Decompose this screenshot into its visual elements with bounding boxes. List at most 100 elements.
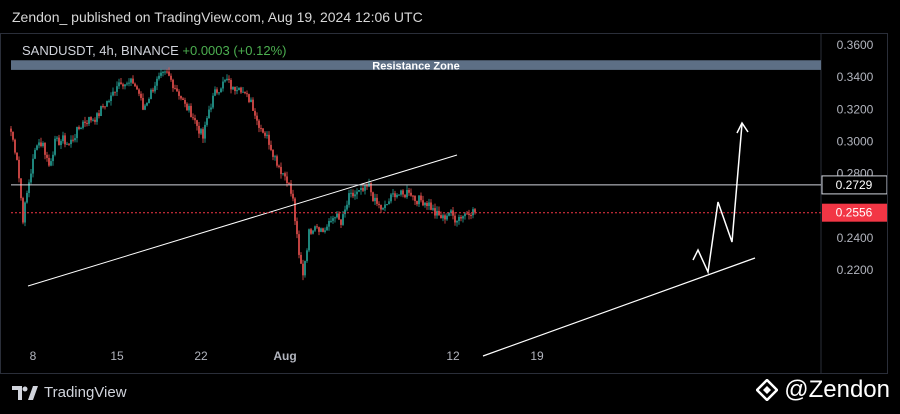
candle-body [160,72,162,76]
candle-body [150,89,152,99]
candle-body [344,209,346,215]
candle-body [428,202,430,206]
candle-body [298,234,300,255]
candle-body [262,128,264,133]
candle-body [346,204,348,210]
candle-body [132,78,134,84]
tradingview-footer: TradingView [12,384,127,401]
candle-body [148,98,150,103]
x-tick-label: 8 [30,349,37,363]
candle-body [200,129,202,134]
candle-body [166,71,168,73]
candle-body [240,87,242,93]
candle-body [408,189,410,193]
candle-body [38,142,40,146]
candle-body [362,187,364,191]
candle-body [242,91,244,93]
candle-body [300,254,302,264]
candle-body [312,230,314,234]
candle-body [122,84,124,87]
candle-body [54,138,56,155]
candle-body [338,213,340,220]
candle-body [270,144,272,150]
y-tick-label: 0.3400 [837,70,874,84]
candle-body [228,78,230,80]
candle-body [412,195,414,197]
y-tick-label: 0.3000 [837,134,874,148]
candle-body [74,138,76,141]
candle-body [224,80,226,82]
candle-body [84,121,86,123]
candle-body [190,105,192,118]
candle-body [330,220,332,222]
candle-body [446,215,448,220]
candle-body [380,204,382,210]
candle-body [94,119,96,122]
symbol-name: SANDUSDT, 4h, BINANCE [22,43,179,58]
candle-body [340,219,342,225]
candle-body [204,124,206,139]
candle-body [176,88,178,92]
candle-body [290,183,292,194]
candle-body [192,117,194,119]
candle-body [174,88,176,90]
trendline-support [482,257,756,357]
candle-body [244,91,246,94]
candle-body [144,105,146,110]
candle-body [454,215,456,223]
candle-body [80,127,82,130]
price-change: +0.0003 (+0.12%) [182,43,287,58]
candle-body [268,134,270,145]
candle-body [220,88,222,93]
symbol-info: SANDUSDT, 4h, BINANCE +0.0003 (+0.12%) [22,43,286,58]
candle-body [424,202,426,206]
candle-body [120,82,122,85]
candle-body [216,89,218,93]
candle-body [138,89,140,94]
candle-body [156,78,158,86]
candle-body [318,227,320,232]
y-tick-label: 0.3600 [837,38,874,52]
y-tick-label: 0.2200 [837,263,874,277]
candle-body [52,154,54,162]
candle-body [316,226,318,228]
candle-body [286,176,288,184]
candle-body [256,115,258,121]
candle-body [158,75,160,79]
candle-body [416,200,418,205]
candle-body [420,195,422,201]
candle-body [26,192,28,203]
candle-body [140,93,142,98]
candle-body [198,125,200,134]
chart-area[interactable]: Resistance Zone 0.3600 0.3400 0.3200 0.3000 0… [0,33,888,374]
candle-body [78,127,80,130]
resistance-zone [11,60,821,70]
candle-body [82,121,84,128]
candle-body [62,135,64,142]
candle-body [274,156,276,158]
candle-body [250,99,252,102]
candle-body [180,95,182,99]
candle-body [218,92,220,94]
candle-body [364,184,366,191]
candle-body [350,192,352,194]
candle-body [272,149,274,157]
candle-body [430,202,432,210]
candle-body [22,198,24,223]
candle-body [390,194,392,202]
candle-body [130,78,132,83]
candle-body [360,187,362,191]
candle-body [76,127,78,139]
level-price-badge-bg [821,175,887,195]
projection-arrowhead [736,121,749,134]
candle-body [354,194,356,197]
candle-body [372,192,374,202]
chart-svg[interactable]: Resistance Zone 0.3600 0.3400 0.3200 0.3000 0… [1,34,887,373]
candle-body [308,229,310,251]
candle-body [20,178,22,199]
candle-body [104,106,106,108]
y-tick-label: 0.2400 [837,231,874,245]
candle-body [44,142,46,155]
candle-body [182,98,184,100]
candle-body [434,208,436,216]
